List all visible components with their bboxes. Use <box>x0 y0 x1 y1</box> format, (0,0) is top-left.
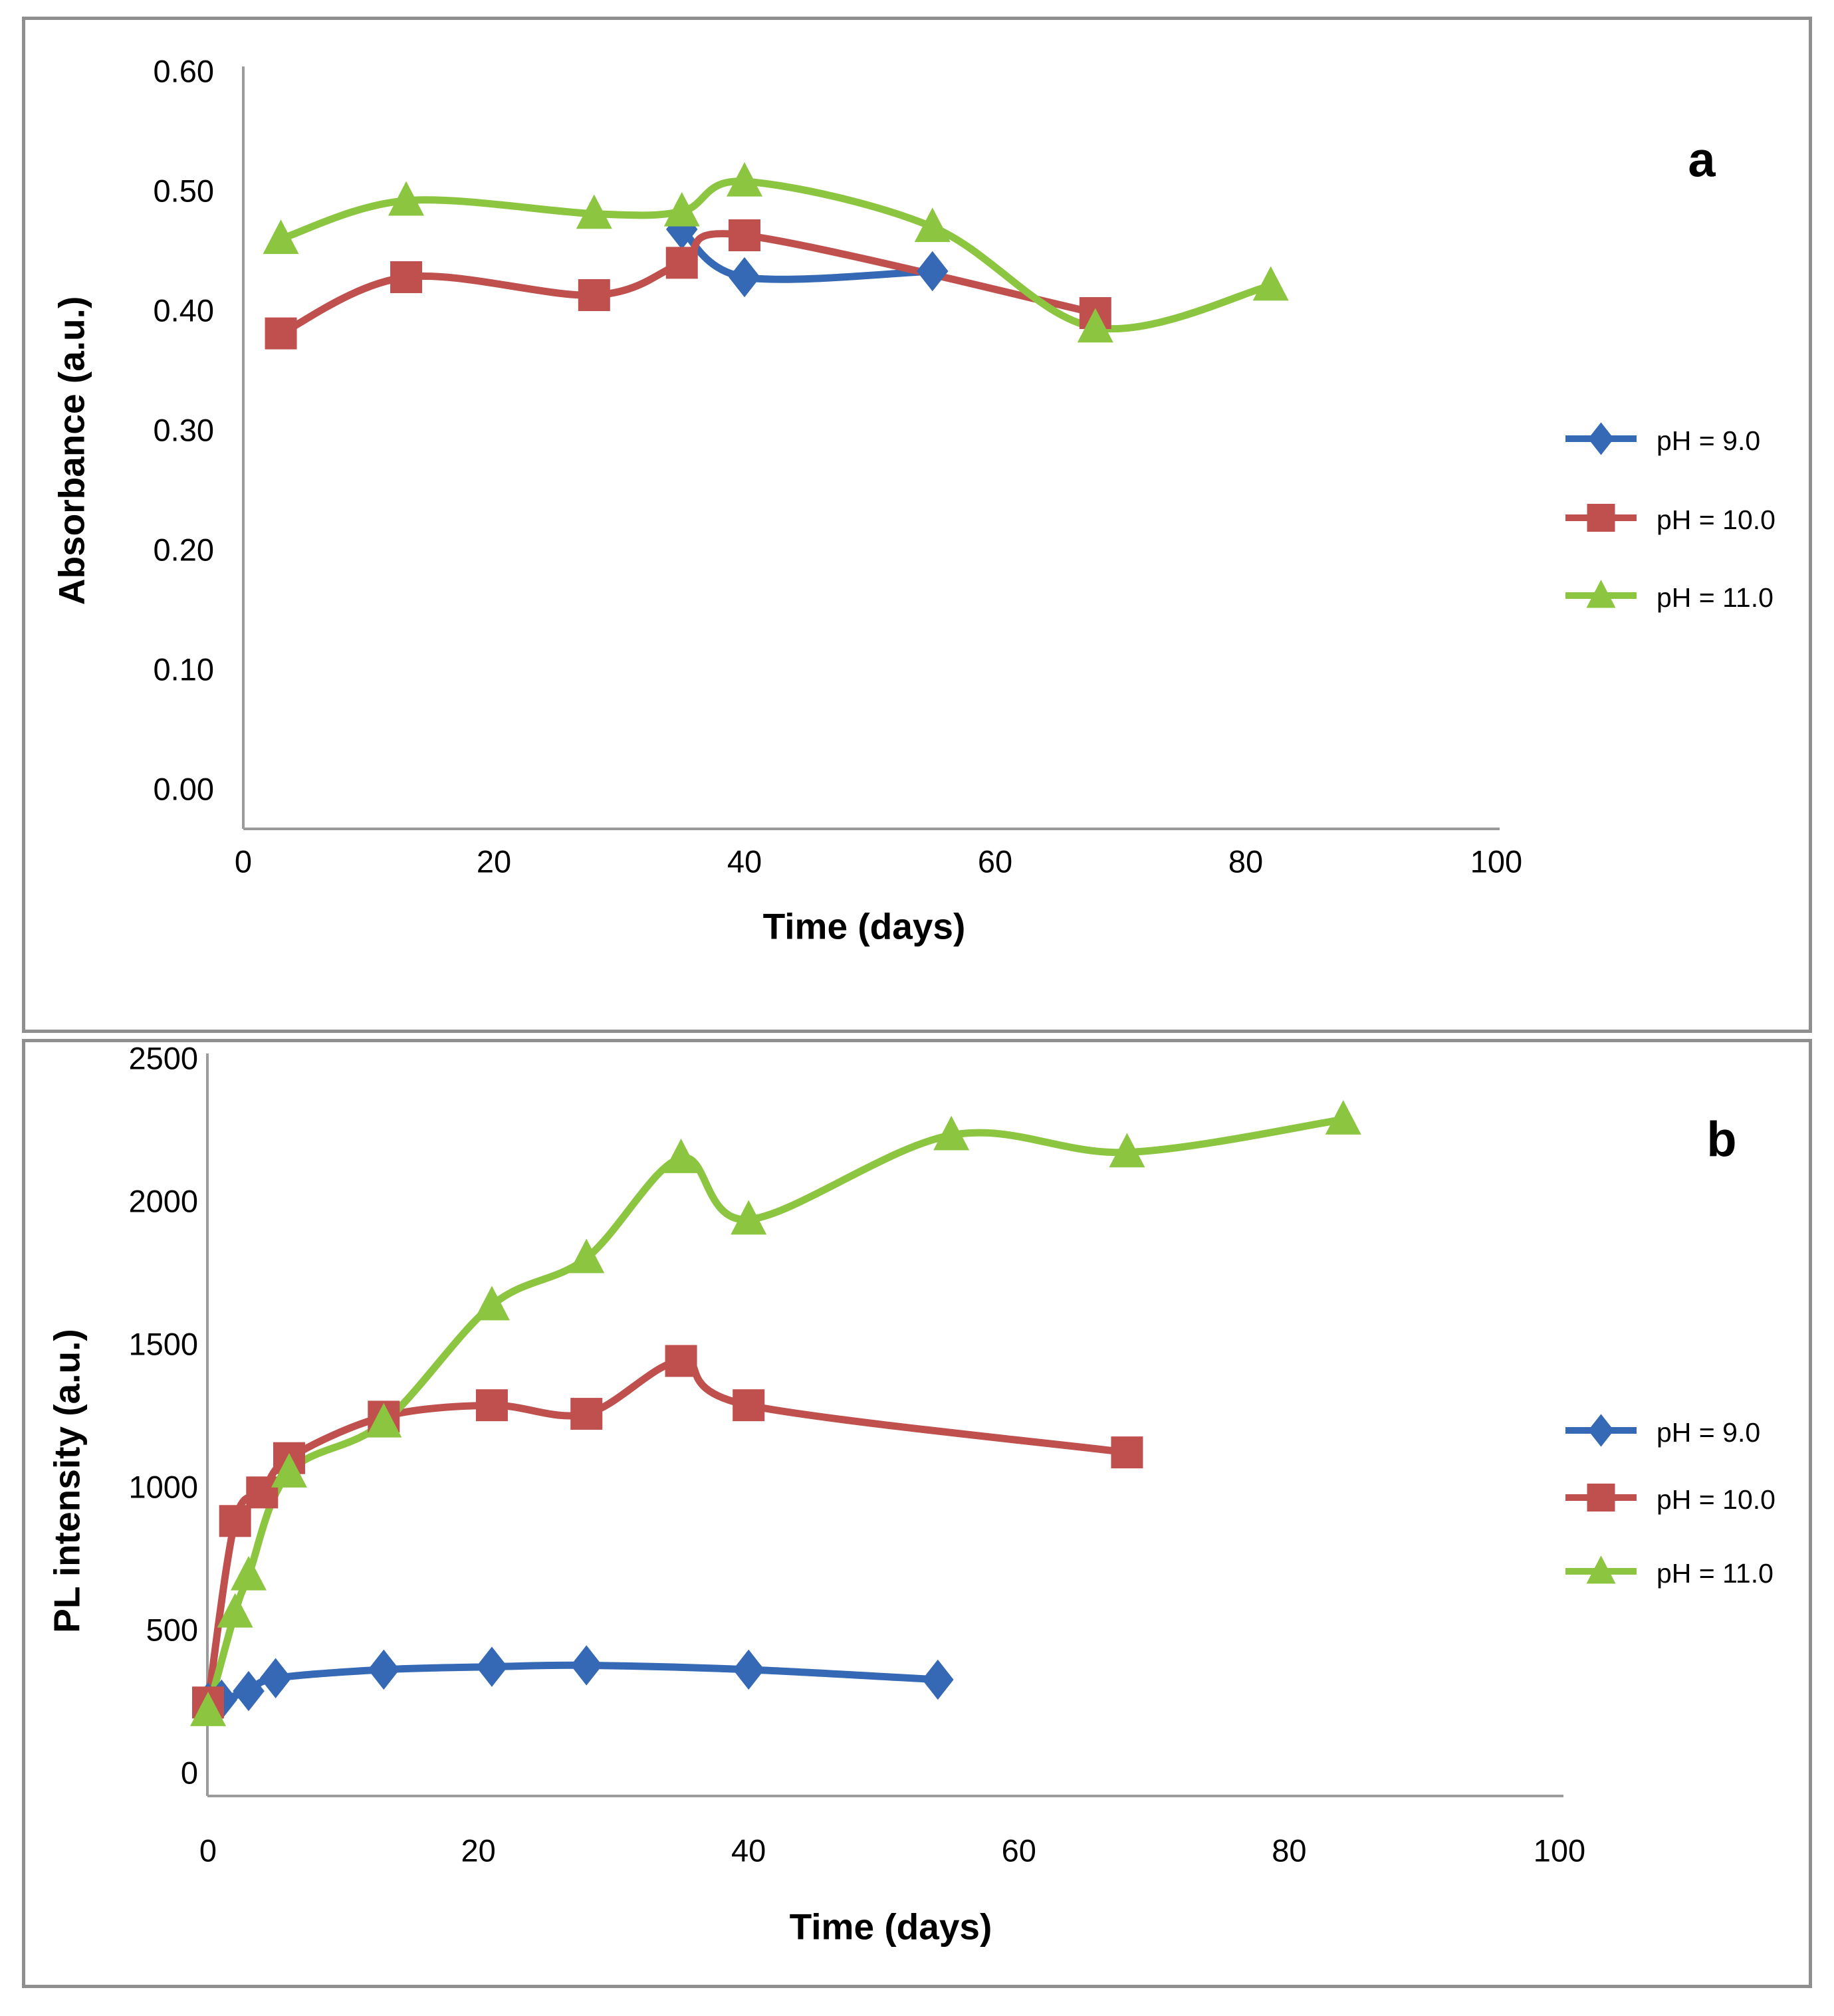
data-point-marker <box>219 1505 251 1537</box>
legend-marker-triangle <box>1586 1555 1616 1584</box>
data-point-marker <box>1252 266 1289 301</box>
data-point-marker <box>665 247 698 279</box>
x-tick-label: 40 <box>731 1833 766 1868</box>
x-tick-label: 60 <box>978 843 1012 879</box>
legend-label: pH = 10.0 <box>1657 1484 1776 1515</box>
data-point-marker <box>368 1649 400 1690</box>
data-point-marker <box>259 1658 292 1699</box>
x-tick-label: 0 <box>235 843 252 879</box>
y-tick-label: 0.60 <box>154 53 214 88</box>
data-point-marker <box>663 191 700 227</box>
data-point-marker <box>366 1402 402 1438</box>
data-point-marker <box>729 219 760 251</box>
x-tick-label: 40 <box>727 843 762 879</box>
legend-label: pH = 9.0 <box>1657 1417 1760 1448</box>
legend-label: pH = 9.0 <box>1657 425 1760 456</box>
data-point-marker <box>190 1692 226 1726</box>
data-point-marker <box>663 1139 699 1173</box>
legend-label: pH = 10.0 <box>1657 504 1776 535</box>
data-point-marker <box>246 1476 279 1509</box>
x-axis-title: Time (days) <box>790 1906 992 1948</box>
data-point-marker <box>1325 1099 1361 1135</box>
y-tick-label: 0.50 <box>154 173 214 208</box>
series-line-diamond <box>204 1661 942 1706</box>
data-point-marker <box>388 181 425 216</box>
data-point-marker <box>233 1670 265 1712</box>
data-point-marker <box>731 1200 767 1235</box>
series-line-triangle <box>277 177 1275 333</box>
data-point-marker <box>933 1115 970 1151</box>
data-point-marker <box>1109 1133 1145 1168</box>
data-point-marker <box>570 1645 602 1686</box>
data-point-marker <box>217 1593 253 1628</box>
data-point-marker <box>568 1238 605 1274</box>
legend-marker-square <box>1587 504 1615 532</box>
y-tick-label: 0.20 <box>154 532 214 567</box>
data-point-marker <box>733 1649 764 1690</box>
y-tick-label: 0 <box>181 1755 198 1790</box>
x-tick-label: 80 <box>1272 1833 1306 1868</box>
x-tick-label: 80 <box>1228 843 1263 879</box>
panel-b-frame <box>22 1039 1812 1988</box>
legend-marker-square <box>1587 1484 1615 1512</box>
y-tick-label: 500 <box>146 1612 198 1647</box>
data-point-marker <box>265 317 297 350</box>
data-point-marker <box>1077 308 1113 343</box>
y-tick-label: 2500 <box>128 1040 198 1075</box>
y-tick-label: 2000 <box>128 1183 198 1218</box>
legend-marker-diamond <box>1588 422 1614 455</box>
data-point-marker <box>271 1453 307 1488</box>
data-point-marker <box>733 1389 765 1422</box>
x-tick-label: 100 <box>1470 843 1522 879</box>
y-tick-label: 0.40 <box>154 292 214 328</box>
data-point-marker <box>476 1646 508 1687</box>
data-point-marker <box>922 1659 954 1700</box>
data-point-marker <box>727 162 762 197</box>
y-axis-title: Absorbance (a.u.) <box>51 296 92 606</box>
x-axis-title: Time (days) <box>763 906 966 947</box>
legend-marker-diamond <box>1588 1414 1614 1447</box>
panel-letter-a: a <box>1688 132 1716 187</box>
data-point-marker <box>475 1389 508 1422</box>
data-point-marker <box>1111 1436 1143 1469</box>
data-point-marker <box>914 207 951 243</box>
data-point-marker <box>578 279 610 311</box>
y-tick-label: 0.10 <box>154 651 214 687</box>
data-point-marker <box>230 1555 267 1591</box>
panel-letter-b: b <box>1706 1112 1736 1167</box>
data-point-marker <box>570 1398 603 1430</box>
data-point-marker <box>665 1345 697 1377</box>
legend-label: pH = 11.0 <box>1657 1558 1774 1589</box>
series-line-square <box>204 1357 1131 1706</box>
legend-label: pH = 11.0 <box>1657 582 1774 613</box>
y-tick-label: 1500 <box>128 1326 198 1361</box>
data-point-marker <box>390 261 423 293</box>
data-point-marker <box>576 194 612 229</box>
x-tick-label: 20 <box>477 843 511 879</box>
y-tick-label: 0.00 <box>154 771 214 806</box>
y-tick-label: 0.30 <box>154 412 214 447</box>
x-tick-label: 100 <box>1534 1833 1585 1868</box>
data-point-marker <box>473 1286 510 1321</box>
data-point-marker <box>263 219 299 255</box>
x-tick-label: 60 <box>1002 1833 1036 1868</box>
x-tick-label: 0 <box>199 1833 217 1868</box>
x-tick-label: 20 <box>461 1833 495 1868</box>
y-axis-title: PL intensity (a.u.) <box>47 1329 88 1632</box>
data-point-marker <box>729 257 760 298</box>
data-point-marker <box>916 251 949 292</box>
legend-marker-triangle <box>1586 580 1616 608</box>
y-tick-label: 1000 <box>128 1469 198 1504</box>
panel-a-frame <box>22 17 1812 1033</box>
